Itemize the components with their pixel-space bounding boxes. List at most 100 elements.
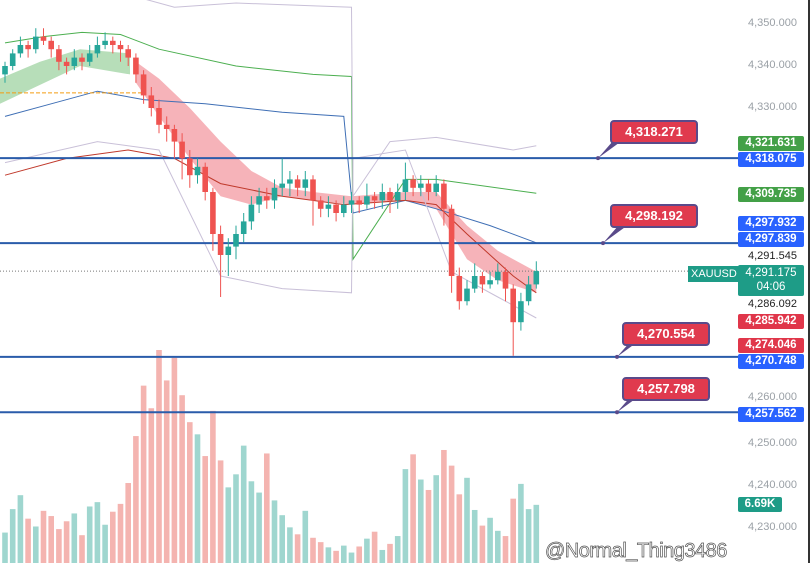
candle-up — [279, 183, 285, 188]
volume-bar — [502, 536, 509, 563]
volume-bar — [518, 483, 524, 563]
level-callout[interactable]: 4,270.554 — [622, 322, 710, 346]
volume-bar — [394, 536, 401, 563]
volume-bar — [94, 502, 101, 563]
candle-up — [341, 204, 347, 213]
callout-anchor — [615, 410, 619, 415]
candle-up — [495, 271, 501, 281]
candle-down — [133, 57, 139, 75]
candle-down — [163, 124, 170, 129]
level-callout[interactable]: 4,318.271 — [610, 120, 698, 144]
candle-down — [171, 129, 178, 142]
candle-down — [117, 45, 124, 50]
candle-up — [379, 192, 386, 201]
candle-down — [156, 108, 162, 125]
candle-down — [425, 183, 432, 192]
volume-bar — [487, 517, 493, 563]
candle-up — [325, 204, 332, 209]
candle-down — [510, 288, 516, 323]
candle-down — [217, 234, 224, 255]
volume-bar — [133, 436, 139, 563]
upper-band-tag: 4,321.631 — [738, 136, 804, 151]
candle-down — [48, 40, 54, 50]
red-tag: 4,274.046 — [738, 338, 804, 353]
candle-up — [525, 284, 532, 302]
volume-bar — [179, 395, 185, 563]
volume-bar — [148, 408, 155, 563]
candle-down — [140, 74, 147, 96]
y-tick: 4,350.000 — [748, 17, 797, 29]
symbol-label: XAUUSD — [688, 266, 740, 282]
volume-bar — [387, 543, 393, 563]
candle-up — [248, 204, 255, 222]
level-callout[interactable]: 4,298.192 — [610, 204, 698, 228]
volume-bar — [86, 506, 93, 563]
candle-down — [479, 276, 486, 285]
y-tick: 4,260.000 — [748, 391, 797, 403]
candle-up — [9, 53, 16, 66]
candle-up — [71, 57, 78, 66]
candle-down — [317, 200, 324, 209]
volume-bar — [441, 449, 447, 563]
volume-bar — [448, 465, 455, 563]
candle-down — [371, 196, 378, 201]
candle-up — [433, 183, 439, 192]
level-callout[interactable]: 4,257.798 — [622, 377, 710, 401]
candle-up — [102, 40, 108, 45]
candle-up — [533, 271, 540, 285]
candle-down — [202, 166, 208, 192]
volume-bar — [433, 475, 439, 563]
volume-bar — [48, 516, 54, 563]
candle-down — [148, 95, 155, 108]
candle-down — [356, 200, 362, 205]
volume-bar — [425, 489, 432, 563]
candle-down — [210, 192, 216, 234]
volume-bar — [410, 454, 416, 563]
candle-up — [394, 192, 401, 201]
candle-up — [94, 45, 101, 54]
candle-up — [471, 276, 478, 289]
volume-bar — [302, 510, 309, 563]
candle-down — [187, 158, 193, 176]
volume-bar — [294, 534, 301, 563]
volume-bar — [279, 515, 285, 563]
candle-down — [179, 141, 185, 159]
candle-down — [441, 183, 447, 209]
volume-bar — [56, 529, 62, 563]
level-tag: 4,318.075 — [738, 152, 804, 167]
volume-bar — [379, 549, 386, 563]
candle-up — [240, 221, 247, 234]
candle-down — [110, 40, 116, 45]
watermark: @Normal_Thing3486 — [545, 540, 728, 563]
candle-down — [56, 49, 62, 62]
volume-bar — [271, 500, 278, 563]
volume-bar — [110, 511, 116, 563]
candle-up — [33, 36, 39, 50]
band-middle-blue — [4, 90, 537, 244]
candle-down — [79, 57, 85, 62]
y-tick: 4,230.000 — [748, 521, 797, 533]
candle-down — [25, 45, 31, 50]
volume-bar — [17, 495, 24, 563]
candle-up — [287, 179, 293, 184]
candle-up — [302, 179, 309, 188]
candle-up — [2, 66, 8, 75]
callout-pointer — [598, 142, 620, 159]
callout-anchor — [596, 156, 600, 161]
volume-bar — [71, 513, 78, 563]
volume-bar — [233, 474, 239, 563]
candle-down — [410, 179, 416, 188]
volume-bar — [325, 547, 332, 563]
band-top-gray — [146, 0, 537, 198]
volume-bar — [79, 535, 85, 563]
volume-bar — [348, 552, 355, 563]
volume-bar — [40, 510, 47, 563]
level-tag: 4,257.562 — [738, 407, 804, 422]
volume-bar — [371, 531, 378, 563]
candle-down — [310, 179, 316, 201]
level-tag: 4,270.748 — [738, 354, 804, 369]
callout-pointer — [603, 227, 625, 244]
callout-anchor — [601, 241, 605, 246]
volume-bar — [317, 542, 324, 563]
